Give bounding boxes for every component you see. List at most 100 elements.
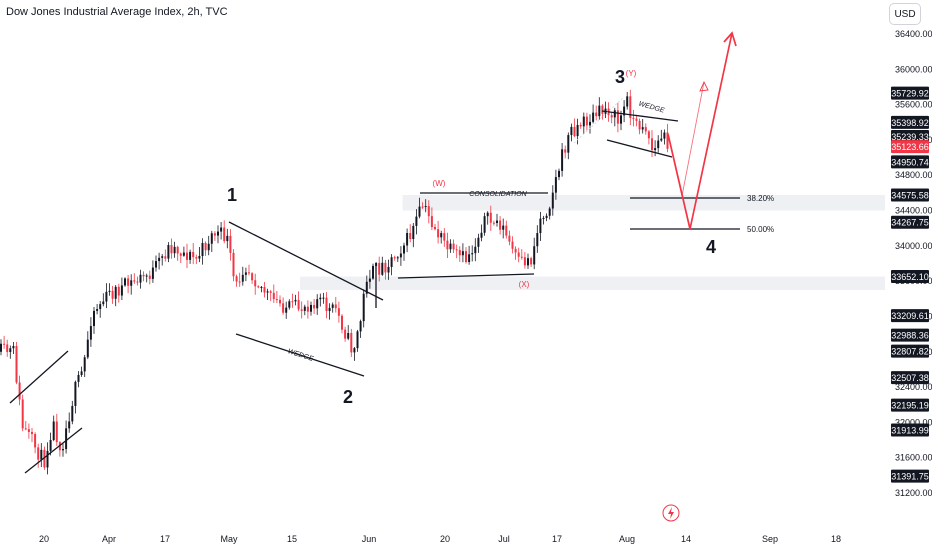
candle-body <box>647 131 650 139</box>
candle-body <box>43 449 46 468</box>
candle-body <box>170 245 173 254</box>
candle-body <box>139 274 142 283</box>
candle-body <box>62 449 64 451</box>
projection-alt-arrow <box>699 80 709 92</box>
candle-body <box>198 256 201 259</box>
candle-body <box>356 331 359 349</box>
candle-body <box>248 272 250 274</box>
currency-button[interactable]: USD <box>889 3 921 25</box>
candle-body <box>499 220 502 230</box>
wedge-label-3: WEDGE <box>638 101 666 115</box>
x-tick-label: 14 <box>681 534 691 544</box>
candle-body <box>505 225 508 236</box>
price-label-badge <box>891 344 929 358</box>
candle-body <box>579 124 582 127</box>
x-tick-label: May <box>220 534 238 544</box>
candle-body <box>347 332 350 339</box>
candle-body <box>595 112 598 117</box>
sub-label-x: (X) <box>519 280 530 289</box>
price-axis[interactable]: 36400.0036000.0035600.0035200.0034800.00… <box>891 29 932 498</box>
candle-body <box>530 258 533 265</box>
wave-2-label: 2 <box>343 387 353 407</box>
candle-body <box>468 254 471 263</box>
price-label-badge <box>891 469 929 483</box>
candle-body <box>102 301 105 305</box>
candle-body <box>585 116 588 126</box>
candle-body <box>192 251 195 258</box>
candle-body <box>120 285 123 296</box>
candle-body <box>114 286 117 299</box>
candle-body <box>279 299 281 304</box>
candle-body <box>0 343 2 352</box>
time-axis[interactable]: 20 Apr 17 May 15 Jun 20 Jul 17 Aug 14 Sep 18 <box>39 534 841 544</box>
candle-body <box>93 310 95 327</box>
candle-body <box>105 291 108 302</box>
candle-body <box>46 450 49 468</box>
candle-body <box>582 116 585 127</box>
x-tick-label: 18 <box>831 534 841 544</box>
candle-body <box>626 96 629 107</box>
price-label-badge <box>891 86 929 100</box>
candle-body <box>232 252 235 277</box>
x-tick-label: 20 <box>440 534 450 544</box>
candle-body <box>412 225 415 240</box>
candle-body <box>486 212 489 217</box>
y-tick-label: 32000.00 <box>895 417 932 427</box>
candle-body <box>179 253 182 256</box>
candle-body <box>477 237 480 247</box>
candle-body <box>523 257 526 266</box>
candle-body <box>632 117 635 119</box>
x-tick-label: Sep <box>762 534 778 544</box>
candle-body <box>303 306 306 311</box>
candle-body <box>65 428 68 450</box>
candle-body <box>142 274 145 277</box>
candle-body <box>254 280 257 287</box>
price-label-badge <box>891 115 929 129</box>
candle-body <box>111 290 114 299</box>
candle-body <box>623 106 626 116</box>
candle-body <box>127 278 130 286</box>
candle-body <box>635 118 638 121</box>
candle-body <box>108 290 111 292</box>
candle-body <box>660 138 663 141</box>
candle-body <box>226 235 229 242</box>
candle-body <box>378 263 381 275</box>
wedge-lower-line <box>235 333 365 377</box>
candle-body <box>613 110 616 118</box>
candle-body <box>520 256 523 258</box>
candle-body <box>598 105 601 117</box>
candle-body <box>517 252 520 257</box>
price-label: 34575.58 <box>891 191 929 201</box>
candle-body <box>306 306 309 312</box>
candle-body <box>319 297 322 300</box>
candle-body <box>465 251 467 263</box>
candle-body <box>449 243 452 250</box>
y-tick-label: 35600.00 <box>895 100 932 110</box>
candle-body <box>266 291 269 293</box>
candle-body <box>353 348 356 353</box>
candle-body <box>381 262 384 275</box>
candle-body <box>155 261 157 268</box>
y-tick-label: 32400.00 <box>895 382 932 392</box>
candle-body <box>55 421 58 443</box>
candle-body <box>406 233 409 246</box>
candle-body <box>489 212 492 223</box>
price-label-badge <box>891 215 929 229</box>
wave-1-label: 1 <box>227 185 237 205</box>
support-zone <box>300 276 885 290</box>
candle-body <box>455 249 458 251</box>
candle-body <box>238 281 241 283</box>
candle-body <box>641 127 644 130</box>
price-label-badge <box>891 423 929 437</box>
candle-body <box>272 292 275 300</box>
candle-body <box>620 115 622 124</box>
candle-body <box>52 421 55 440</box>
candle-body <box>145 275 148 277</box>
candle-body <box>12 346 15 349</box>
x-tick-label: Aug <box>619 534 635 544</box>
candle-body <box>502 225 505 230</box>
candle-body <box>480 232 483 238</box>
candle-body <box>158 257 161 262</box>
candle-body <box>217 231 219 236</box>
